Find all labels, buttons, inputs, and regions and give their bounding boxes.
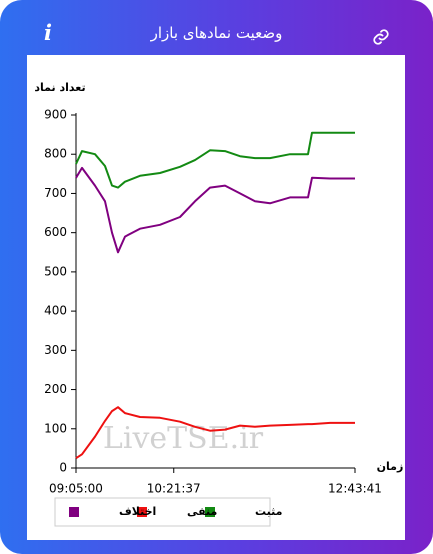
legend-swatch bbox=[137, 507, 147, 517]
info-button[interactable]: i bbox=[44, 20, 52, 45]
legend-swatch bbox=[205, 507, 215, 517]
series-line bbox=[75, 166, 355, 254]
y-tick-label: 0 bbox=[59, 461, 67, 475]
x-tick-label: 12:43:41 bbox=[328, 482, 382, 496]
y-tick-label: 700 bbox=[44, 186, 67, 200]
y-tick-label: 200 bbox=[44, 382, 67, 396]
legend-swatch bbox=[69, 507, 79, 517]
y-tick-label: 500 bbox=[44, 264, 67, 278]
y-tick-label: 800 bbox=[44, 147, 67, 161]
chart-panel bbox=[27, 55, 405, 540]
legend-label: اختلاف bbox=[119, 505, 156, 518]
legend-label: منفی bbox=[187, 505, 217, 518]
widget-title: وضعیت نمادهای بازار bbox=[150, 24, 283, 42]
x-axis-title: زمان bbox=[377, 460, 404, 473]
y-tick-label: 600 bbox=[44, 225, 67, 239]
legend-label: مثبت bbox=[255, 505, 282, 518]
x-tick-label: 09:05:00 bbox=[49, 482, 103, 496]
y-tick-label: 400 bbox=[44, 304, 67, 318]
x-tick-label: 10:21:37 bbox=[147, 482, 201, 496]
y-tick-label: 900 bbox=[44, 108, 67, 122]
y-tick-label: 300 bbox=[44, 343, 67, 357]
link-button[interactable] bbox=[372, 28, 390, 46]
y-tick-label: 100 bbox=[44, 421, 67, 435]
series-line bbox=[75, 406, 355, 460]
series-line bbox=[75, 131, 355, 189]
y-axis-title: تعداد نماد bbox=[34, 81, 85, 94]
legend-box bbox=[54, 497, 271, 527]
